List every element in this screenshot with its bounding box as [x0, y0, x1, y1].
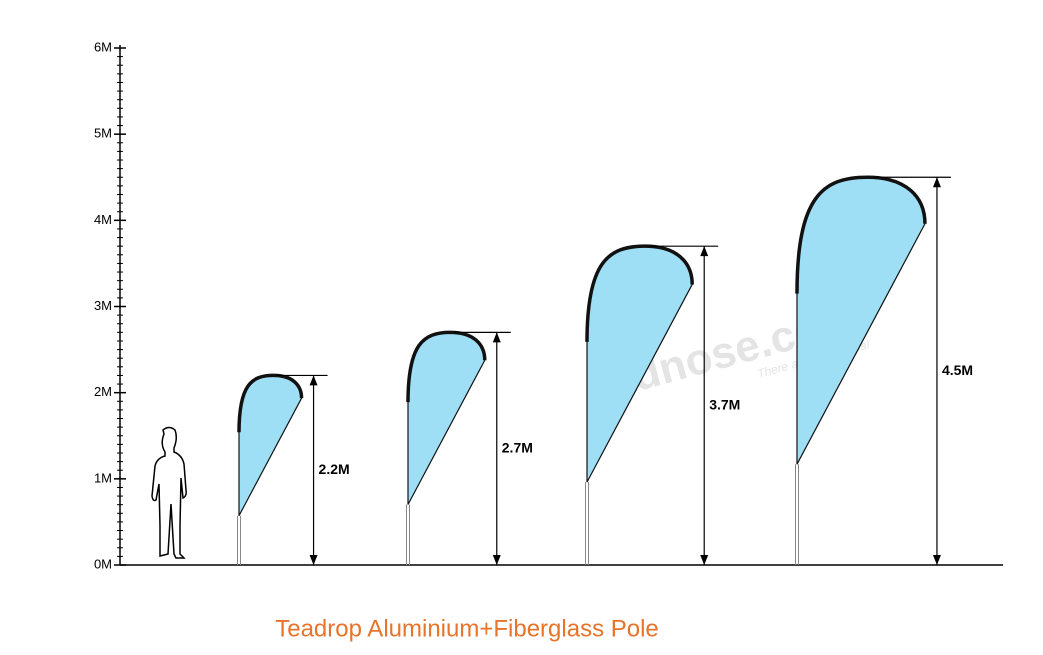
tick-label: 1M [94, 470, 112, 485]
person-silhouette [151, 426, 187, 559]
flag [238, 374, 303, 516]
arrow-head [309, 555, 318, 565]
arrow-head [932, 555, 941, 565]
arrow-head [492, 555, 501, 565]
arrow-head [700, 555, 709, 565]
flag-edge [585, 244, 694, 342]
flag [796, 176, 926, 465]
arrow-head [309, 375, 318, 386]
tick-label: 4M [94, 212, 112, 227]
tick-label: 3M [94, 298, 112, 313]
height-label: 4.5M [942, 362, 973, 378]
tick-label: 5M [94, 126, 112, 141]
flag-edge [406, 330, 487, 403]
flag [407, 331, 486, 505]
tick-label: 6M [94, 39, 112, 54]
arrow-head [492, 332, 501, 343]
height-label: 2.7M [502, 439, 533, 455]
flag-edge [237, 373, 304, 433]
arrow-head [700, 246, 709, 257]
tick-label: 0M [94, 556, 112, 571]
height-label: 3.7M [709, 396, 740, 412]
arrow-head [932, 177, 941, 188]
tick-label: 2M [94, 384, 112, 399]
height-label: 2.2M [319, 461, 350, 477]
person [151, 426, 187, 559]
flag-edge [795, 175, 927, 294]
caption: Teadrop Aluminium+Fiberglass Pole [275, 615, 659, 642]
